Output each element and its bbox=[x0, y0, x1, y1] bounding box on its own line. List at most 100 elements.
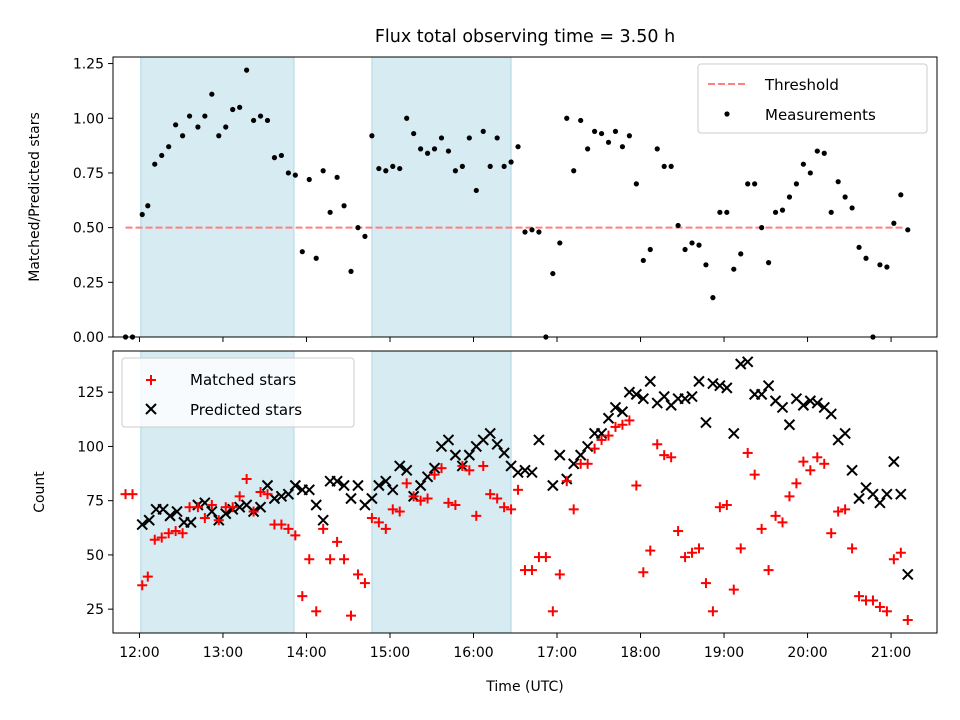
predicted-star-point bbox=[449, 449, 462, 461]
predicted-star-point bbox=[463, 449, 476, 461]
measurement-point bbox=[598, 130, 605, 137]
measurement-point bbox=[884, 264, 890, 270]
matched-star-point bbox=[234, 491, 245, 502]
predicted-star-point bbox=[825, 408, 837, 420]
predicted-star-point bbox=[199, 497, 211, 509]
matched-star-point bbox=[184, 502, 195, 513]
predicted-star-point bbox=[428, 462, 441, 474]
x-axis-label: Time (UTC) bbox=[485, 679, 563, 695]
count-legend-box bbox=[121, 357, 355, 428]
measurement-point bbox=[445, 148, 452, 154]
predicted-star-point bbox=[282, 488, 295, 500]
measurement-point bbox=[494, 135, 500, 141]
matched-star-point bbox=[888, 554, 899, 565]
measurement-point bbox=[905, 227, 911, 233]
matched-star-point bbox=[352, 569, 363, 580]
matched-star-point bbox=[819, 458, 830, 469]
matched-star-point bbox=[506, 504, 517, 515]
measurement-point bbox=[710, 295, 716, 301]
measurement-point bbox=[633, 181, 639, 187]
measurement-point bbox=[186, 113, 193, 119]
matched-star-point bbox=[833, 506, 844, 517]
predicted-star-point bbox=[512, 466, 524, 479]
matched-star-point bbox=[332, 536, 343, 547]
predicted-star-point bbox=[400, 464, 413, 477]
matched-star-point bbox=[318, 523, 329, 534]
predicted-star-point bbox=[888, 455, 900, 468]
matched-star-point bbox=[359, 578, 370, 589]
matched-star-point bbox=[526, 565, 537, 576]
matched-star-point bbox=[770, 510, 781, 521]
matched-star-point bbox=[366, 513, 377, 524]
measurement-point bbox=[166, 144, 172, 150]
matched-star-point bbox=[192, 502, 203, 513]
measurement-point bbox=[459, 163, 465, 169]
predicted-star-point bbox=[268, 492, 281, 505]
predicted-star-point bbox=[874, 497, 886, 509]
measurement-point bbox=[250, 117, 257, 124]
y-tick-label: 0.00 bbox=[73, 330, 104, 346]
predicted-star-point bbox=[811, 397, 824, 409]
matched-star-point bbox=[645, 545, 656, 556]
measurement-point bbox=[877, 262, 883, 268]
measurement-point bbox=[675, 222, 681, 229]
measurement-point bbox=[362, 233, 368, 239]
predicted-star-point bbox=[776, 401, 789, 414]
matched-star-point bbox=[206, 500, 217, 511]
y-tick-label: 0.75 bbox=[73, 166, 104, 182]
x-tick-label: 21:00 bbox=[871, 645, 911, 661]
measurement-point bbox=[738, 251, 744, 257]
measurement-point bbox=[856, 244, 862, 250]
measurement-point bbox=[173, 122, 179, 128]
predicted-star-point bbox=[700, 416, 712, 429]
matched-star-point bbox=[499, 502, 510, 513]
measurement-point bbox=[223, 124, 229, 130]
ratio-y-axis-label: Matched/Predicted stars bbox=[27, 112, 43, 282]
predicted-star-point bbox=[442, 434, 455, 446]
matched-star-point bbox=[812, 452, 823, 463]
predicted-star-point bbox=[846, 464, 858, 477]
predicted-star-point bbox=[881, 488, 893, 500]
measurement-point bbox=[466, 135, 472, 141]
measurement-point bbox=[536, 229, 542, 235]
matched-star-point bbox=[199, 513, 210, 524]
matched-star-point bbox=[721, 500, 732, 511]
measurement-point bbox=[703, 262, 709, 268]
matched-star-point bbox=[311, 606, 322, 617]
x-tick-label: 15:00 bbox=[370, 645, 410, 661]
matched-star-point bbox=[163, 528, 174, 539]
matched-star-point bbox=[415, 495, 426, 506]
count-panel: 25 50 75 100 125 12:00 13:00 14:00 15:00 16:00 17… bbox=[32, 350, 938, 695]
matched-star-point bbox=[177, 528, 188, 539]
measurement-point bbox=[209, 91, 215, 97]
measurement-point bbox=[278, 152, 285, 159]
measurement-point bbox=[237, 104, 243, 110]
x-tick-label: 17:00 bbox=[537, 645, 577, 661]
y-tick-label: 50 bbox=[86, 548, 104, 564]
matched-star-point bbox=[763, 565, 774, 576]
predicted-star-point bbox=[519, 464, 531, 477]
measurement-point bbox=[299, 249, 305, 255]
predicted-star-point bbox=[714, 380, 726, 392]
predicted-star-point bbox=[491, 438, 503, 450]
matched-star-point bbox=[290, 530, 301, 541]
measurement-point bbox=[772, 209, 779, 215]
ratio-legend: Threshold Measurements bbox=[697, 63, 928, 134]
legend-matched-label: Matched stars bbox=[190, 371, 296, 389]
predicted-star-point bbox=[310, 499, 322, 511]
matched-star-point bbox=[749, 469, 760, 480]
matched-star-point bbox=[297, 591, 308, 602]
measurement-point bbox=[438, 135, 445, 141]
measurement-point bbox=[564, 115, 570, 121]
predicted-star-point bbox=[658, 390, 670, 403]
matched-star-point bbox=[156, 532, 167, 543]
measurement-points bbox=[122, 67, 911, 340]
measurement-point bbox=[661, 163, 667, 169]
measurement-point bbox=[682, 246, 688, 253]
matched-star-point bbox=[707, 606, 718, 617]
matched-star-point bbox=[485, 489, 496, 500]
matched-star-point bbox=[624, 415, 635, 426]
predicted-star-point bbox=[345, 492, 357, 505]
matched-star-point bbox=[638, 567, 649, 578]
measurement-point bbox=[835, 179, 841, 185]
